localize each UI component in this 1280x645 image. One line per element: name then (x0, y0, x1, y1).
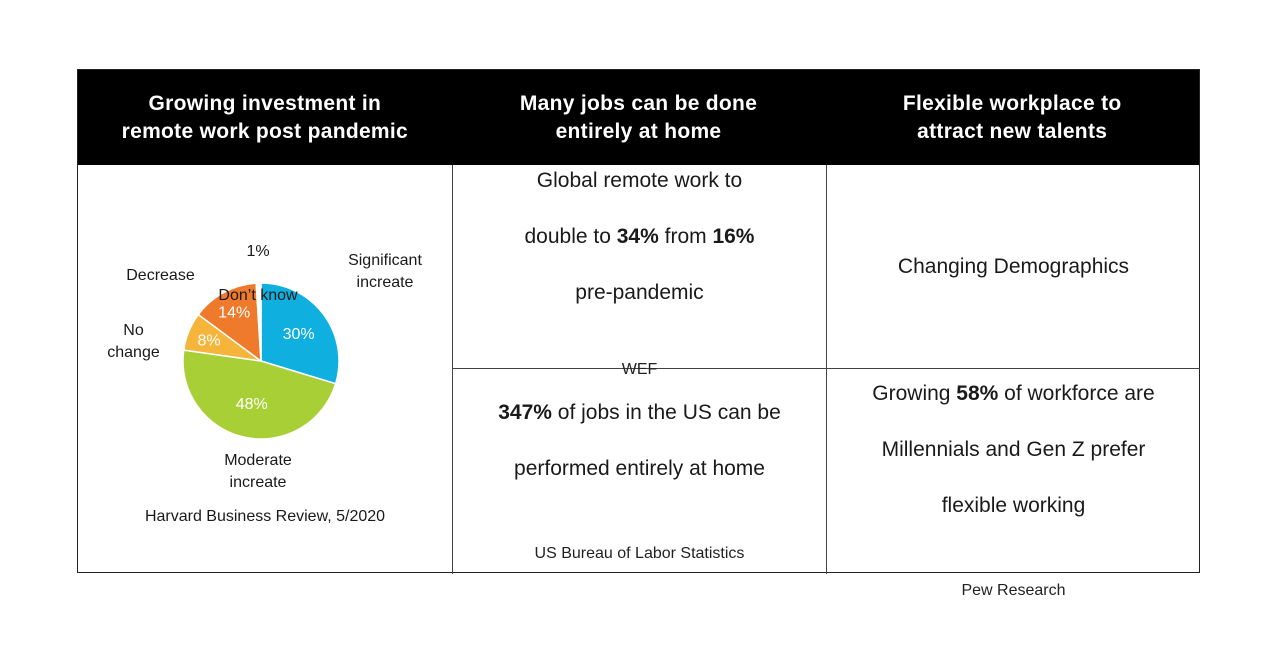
header-row: Growing investment in remote work post p… (78, 70, 1199, 165)
pew-stat-58: 58% (956, 381, 999, 405)
pew-statement: Growing 58% of workforce are Millennials… (872, 352, 1154, 548)
bls-line2: performed entirely at home (514, 456, 765, 480)
pie-label-dont-know-pct: 1% (246, 243, 270, 260)
column-divider (452, 165, 453, 574)
cell-bls: 347% of jobs in the US can be performed … (453, 369, 826, 574)
pie-value-label-1: 48% (236, 396, 268, 413)
wef-line3: pre-pandemic (575, 280, 704, 304)
pie-source: Harvard Business Review, 5/2020 (144, 508, 386, 525)
pie-label-significant: Significant increate (348, 252, 422, 291)
wef-stat-16: 16% (712, 224, 755, 248)
pie-slice-4 (255, 282, 262, 362)
demographics-text: Changing Demographics (897, 254, 1130, 278)
pie-value-label-0: 30% (283, 326, 315, 343)
bls-stat-347: 347% (498, 400, 552, 424)
pew-line2: Millennials and Gen Z prefer (881, 437, 1146, 461)
cell-wef: Global remote work to double to 34% from… (453, 165, 826, 378)
wef-line1: Global remote work to (536, 168, 743, 192)
pie-slice-1 (182, 349, 337, 440)
pie-value-label-3: 14% (218, 305, 250, 322)
pie-label-dont-know: 1% Don’t know (198, 219, 318, 329)
header-investment: Growing investment in remote work post p… (121, 91, 409, 143)
pie-label-dont-know-text: Don’t know (218, 287, 298, 304)
bls-source: US Bureau of Labor Statistics (534, 544, 745, 562)
pie-slice-3 (197, 282, 262, 363)
column-divider (826, 165, 827, 574)
pie-label-no-change: No change (107, 322, 160, 361)
pew-line3: flexible working (941, 493, 1086, 517)
cell-demographics: Changing Demographics (827, 165, 1200, 368)
bls-line1: 347% of jobs in the US can be (498, 400, 781, 424)
pie-value-label-2: 8% (197, 333, 220, 350)
pew-line1: Growing 58% of workforce are (872, 381, 1155, 405)
pie-slice-0 (260, 282, 340, 385)
pie-label-decrease: Decrease (126, 267, 195, 284)
cell-pew: Growing 58% of workforce are Millennials… (827, 369, 1200, 599)
pew-source: Pew Research (961, 581, 1066, 599)
wef-line2: double to 34% from 16% (524, 224, 755, 248)
header-jobs-at-home: Many jobs can be done entirely at home (519, 91, 758, 143)
wef-statement: Global remote work to double to 34% from… (525, 139, 755, 335)
bls-statement: 347% of jobs in the US can be performed … (498, 371, 781, 511)
header-flexible-workplace: Flexible workplace to attract new talent… (902, 91, 1122, 143)
wef-source: WEF (621, 360, 658, 378)
pie-chart: 30% 48% 8% 14% (182, 282, 340, 440)
infographic-table: Growing investment in remote work post p… (77, 69, 1200, 599)
wef-stat-34: 34% (616, 224, 659, 248)
pie-cell: 30% 48% 8% 14% 1% Don’t know Significant in… (78, 165, 452, 574)
row-divider (452, 368, 1200, 369)
pie-label-moderate: Moderate increate (224, 452, 292, 491)
